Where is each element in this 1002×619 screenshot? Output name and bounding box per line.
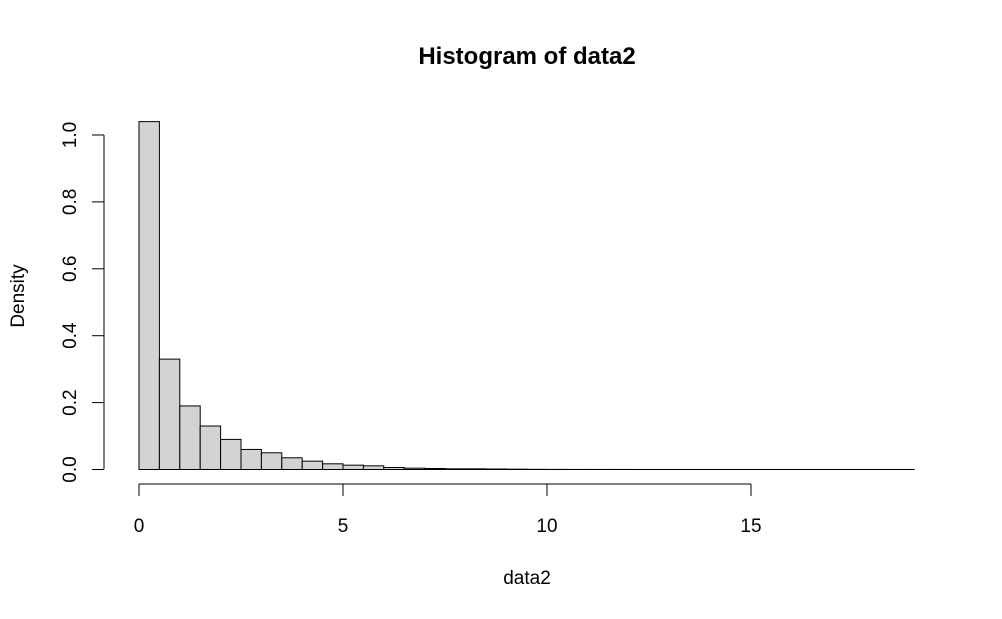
- x-tick-label: 5: [338, 516, 349, 537]
- histogram-bar: [281, 457, 303, 471]
- histogram-bar: [199, 425, 222, 471]
- chart-title: Histogram of data2: [418, 43, 635, 70]
- y-tick-label: 0.0: [60, 456, 81, 482]
- y-tick-label: 0.4: [60, 322, 81, 349]
- histogram-bar: [158, 358, 181, 470]
- x-tick-label: 10: [536, 516, 557, 537]
- y-axis: 0.0 0.2 0.4 0.6 0.8 1.0: [60, 122, 105, 483]
- histogram-bar: [322, 463, 344, 471]
- histogram-bar: [179, 405, 201, 471]
- histogram-bar: [342, 464, 364, 470]
- histogram-bar: [260, 452, 283, 470]
- y-tick-label: 0.6: [60, 256, 81, 282]
- histogram-bar: [220, 438, 242, 470]
- y-tick-label: 0.2: [60, 389, 81, 415]
- x-axis-label: data2: [503, 568, 551, 589]
- x-axis: 0 5 10 15: [134, 483, 762, 537]
- y-tick-label: 0.8: [60, 189, 81, 215]
- histogram-bar: [362, 465, 385, 470]
- y-axis-label: Density: [8, 264, 29, 328]
- x-tick-label: 0: [134, 516, 145, 537]
- histogram-bar: [240, 448, 262, 470]
- y-tick-label: 1.0: [60, 122, 81, 148]
- histogram-bar: [138, 121, 160, 471]
- histogram-bars: [138, 121, 915, 471]
- histogram-bar: [301, 460, 324, 471]
- x-tick-label: 15: [740, 516, 761, 537]
